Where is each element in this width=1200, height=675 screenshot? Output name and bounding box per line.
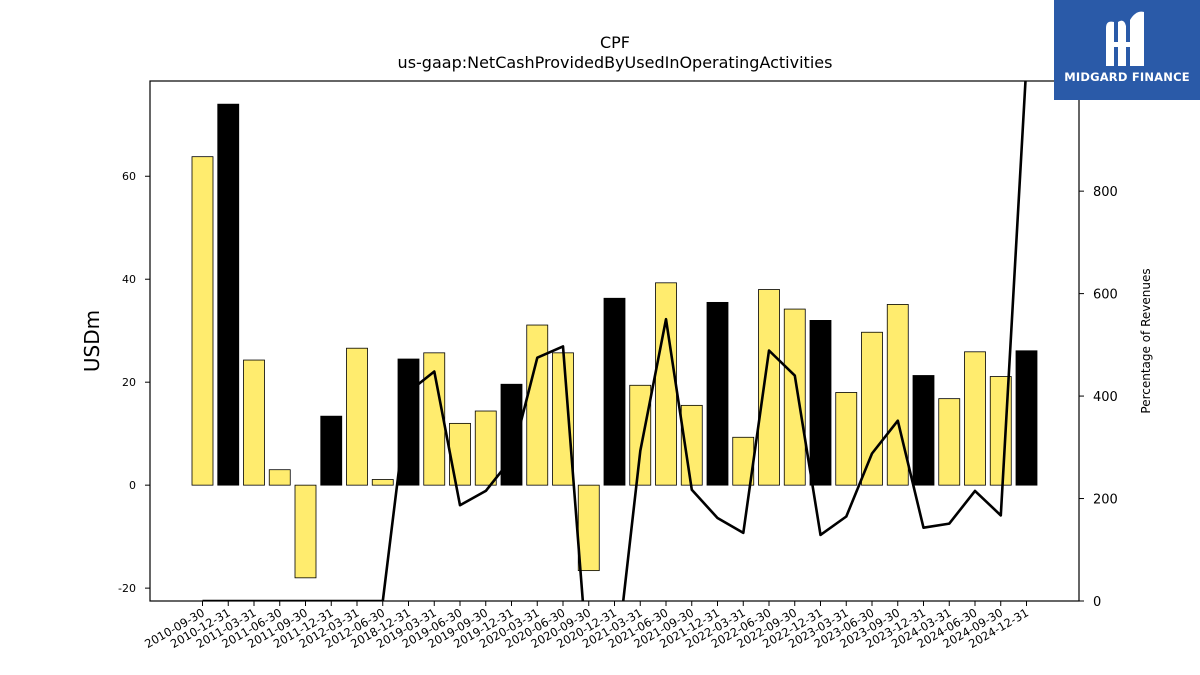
- bar-2022-12-31: [809, 320, 832, 486]
- bar-2024-06-30: [964, 351, 986, 486]
- bar-series: [191, 103, 1038, 579]
- bar-2012-06-30: [371, 479, 394, 486]
- midgard-m-logo-icon: [1106, 11, 1144, 67]
- bar-2021-03-31: [629, 384, 652, 486]
- y2-tick-label: 0: [1093, 595, 1101, 610]
- bar-2023-03-31: [835, 392, 858, 486]
- bar-2011-03-31: [243, 359, 265, 486]
- y-tick-label: 60: [122, 170, 136, 183]
- chart-subtitle: us-gaap:NetCashProvidedByUsedInOperating…: [398, 53, 833, 72]
- y2-tick-label: 200: [1093, 493, 1118, 508]
- bar-2020-09-30: [577, 484, 600, 572]
- y2-tick-label: 600: [1093, 288, 1118, 303]
- bar-2018-12-31: [397, 358, 420, 486]
- bar-2019-12-31: [500, 383, 523, 486]
- brand-name: MIDGARD FINANCE: [1064, 70, 1190, 84]
- bar-2024-12-31: [1015, 350, 1038, 486]
- bar-2020-12-31: [603, 297, 626, 486]
- y-tick-label: 40: [122, 273, 136, 286]
- y-tick-label: 20: [122, 376, 136, 389]
- bar-2021-06-30: [655, 282, 677, 486]
- bar-2023-06-30: [861, 331, 883, 486]
- bar-2010-12-31: [217, 103, 240, 486]
- bar-2020-06-30: [552, 352, 574, 486]
- bar-2011-12-31: [320, 415, 343, 486]
- bar-2023-12-31: [912, 375, 935, 486]
- bar-2021-12-31: [706, 301, 729, 486]
- y2-tick-label: 800: [1093, 185, 1118, 200]
- y-axis-left: -20 0 20 40 60: [118, 170, 150, 595]
- bar-2022-09-30: [783, 308, 806, 486]
- line-series: [202, 81, 1027, 601]
- bar-2012-03-31: [346, 347, 368, 486]
- bar-2020-03-31: [526, 324, 549, 486]
- percentage-of-revenues-line: [202, 81, 1027, 601]
- bar-2011-06-30: [268, 469, 291, 486]
- brand-logo: MIDGARD FINANCE: [1054, 0, 1200, 100]
- bar-2023-09-30: [886, 304, 909, 486]
- y2-axis-label: Percentage of Revenues: [1139, 268, 1153, 413]
- bar-2019-09-30: [474, 410, 497, 486]
- bar-2011-09-30: [294, 484, 317, 579]
- y-tick-label: -20: [118, 582, 136, 595]
- y2-tick-label: 400: [1093, 390, 1118, 405]
- y-tick-label: 0: [129, 479, 136, 492]
- chart-title: CPF: [600, 33, 630, 52]
- y-axis-label: USDm: [80, 310, 104, 372]
- bar-2019-06-30: [449, 422, 471, 486]
- bar-2010-09-30: [191, 156, 214, 486]
- y-axis-right: 0 200 400 600 800: [1079, 185, 1118, 610]
- bar-2022-06-30: [758, 289, 780, 486]
- x-axis: 2010-09-302010-12-312011-03-312011-06-30…: [142, 601, 1031, 651]
- bar-2024-03-31: [938, 398, 961, 486]
